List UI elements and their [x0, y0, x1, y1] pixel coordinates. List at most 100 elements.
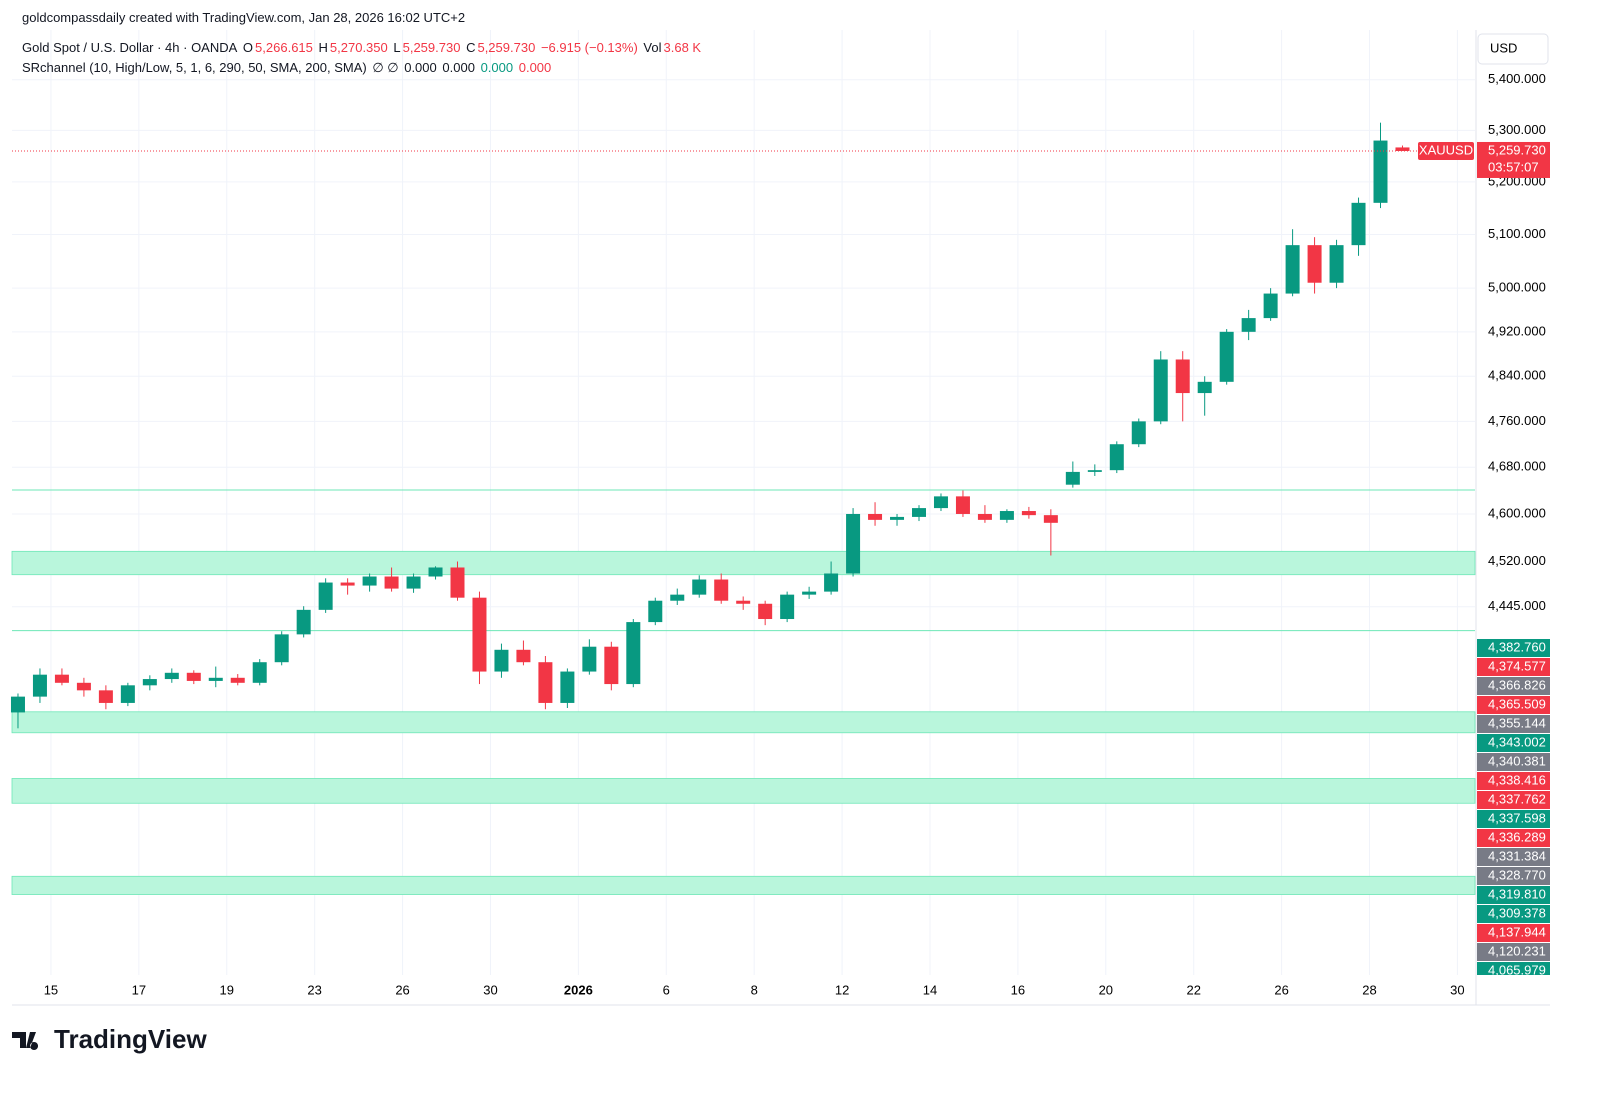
candle-body [230, 677, 245, 683]
axis-label: 4,331.384 [1488, 848, 1546, 863]
ind-value: 0.000 [442, 60, 475, 75]
sr-zone [11, 778, 1476, 804]
x-tick-label: 12 [835, 982, 849, 997]
symbol: Gold Spot / U.S. Dollar · 4h · OANDA [22, 40, 238, 55]
candle-body [1351, 202, 1366, 246]
c-value: 5,259.730 [477, 40, 536, 55]
candle-body [604, 646, 619, 685]
axis-label: 4,374.577 [1488, 658, 1546, 673]
axis-label-box [1477, 791, 1550, 809]
c-label: C [466, 40, 476, 55]
axis-label: 4,137.944 [1488, 924, 1546, 939]
x-tick-label: 19 [220, 982, 234, 997]
indicator-line: SRchannel (10, High/Low, 5, 1, 6, 290, 5… [22, 60, 553, 76]
candle-body [1285, 245, 1300, 294]
y-tick-label: 5,400.000 [1488, 71, 1546, 86]
candle-body [362, 576, 377, 586]
candle-body [1153, 359, 1168, 422]
symbol-tag [1418, 141, 1474, 160]
candle-body [868, 513, 883, 520]
candle-body [1307, 245, 1322, 283]
candle-body [1219, 331, 1234, 382]
axis-label: 4,309.378 [1488, 905, 1546, 920]
candle-body [977, 513, 992, 520]
x-tick-label: 16 [1011, 982, 1025, 997]
candle-body [384, 576, 399, 589]
axis-label-box [1477, 886, 1550, 904]
candle-body [98, 690, 113, 703]
candle-body [1131, 421, 1146, 445]
candle-body [1109, 444, 1124, 471]
ind-value: 0.000 [404, 60, 437, 75]
axis-label: 4,336.289 [1488, 829, 1546, 844]
candle-body [648, 600, 663, 623]
x-tick-label: 8 [751, 982, 758, 997]
y-tick-label: 5,100.000 [1488, 226, 1546, 241]
candle-body [1087, 470, 1102, 472]
candle-body [274, 634, 289, 663]
candle-body [802, 591, 817, 595]
x-tick-label: 6 [663, 982, 670, 997]
candle-body [538, 662, 553, 703]
y-tick-label: 5,300.000 [1488, 122, 1546, 137]
candle-body [76, 682, 91, 691]
candle-body [714, 579, 729, 601]
candle-body [1021, 511, 1036, 516]
candle-body [142, 679, 157, 686]
candle-body [846, 513, 861, 574]
ind-value: 0.000 [518, 60, 552, 75]
candle-body [670, 594, 685, 601]
axis-label: 4,365.509 [1488, 696, 1546, 711]
y-tick-label: 4,600.000 [1488, 505, 1546, 520]
candle-body [164, 672, 179, 680]
axis-label-box [1477, 715, 1550, 733]
axis-label: 4,382.760 [1488, 639, 1546, 654]
candle-body [472, 597, 487, 672]
candle-body [494, 649, 509, 672]
axis-label: 4,355.144 [1488, 715, 1546, 730]
candle-body [450, 567, 465, 598]
currency-button[interactable] [1477, 33, 1549, 65]
l-value: 5,259.730 [402, 40, 461, 55]
x-tick-label: 2026 [564, 982, 593, 997]
chart: USD 5,400.000 5,300.000 5,200.000 5,100.000… [10, 30, 1550, 1006]
x-tick-label: 15 [44, 982, 58, 997]
candle-body [1395, 147, 1410, 151]
sr-zone [11, 875, 1476, 895]
candle-body [1175, 359, 1190, 394]
candle-body [120, 685, 135, 703]
axis-label: 4,337.598 [1488, 810, 1546, 825]
candle-body [626, 622, 641, 685]
price-tag-text: 5,259.730 [1488, 142, 1546, 157]
axis-label: 4,319.810 [1488, 886, 1546, 901]
candle-body [1263, 293, 1278, 319]
y-tick-label: 4,445.000 [1488, 598, 1546, 613]
y-tick-label: 4,920.000 [1488, 323, 1546, 338]
y-tick-label: 5,200.000 [1488, 173, 1546, 188]
axis-label-box [1477, 848, 1550, 866]
candle-body [912, 508, 927, 517]
candle-body [999, 511, 1014, 520]
x-tick-label: 28 [1362, 982, 1376, 997]
candle-body [1043, 515, 1058, 523]
candle-body [692, 579, 707, 595]
candle-body [1065, 471, 1080, 485]
x-tick-label: 20 [1099, 982, 1113, 997]
candle-body [516, 649, 531, 663]
axis-label-box [1477, 696, 1550, 714]
h-label: H [318, 40, 328, 55]
x-tick-label: 17 [132, 982, 146, 997]
candle-body [10, 696, 25, 713]
axis-label-box [1477, 867, 1550, 885]
x-tick-label: 30 [483, 982, 497, 997]
o-label: O [242, 40, 254, 55]
candle-body [252, 662, 267, 683]
axis-label-box [1477, 734, 1550, 752]
candle-body [340, 582, 355, 586]
candle-body [933, 496, 948, 509]
candle-body [208, 677, 223, 681]
legend-line: Gold Spot / U.S. Dollar · 4h · OANDA O 5,… [22, 40, 703, 55]
o-value: 5,266.615 [255, 40, 313, 55]
logo-text: TradingView [54, 1024, 207, 1054]
